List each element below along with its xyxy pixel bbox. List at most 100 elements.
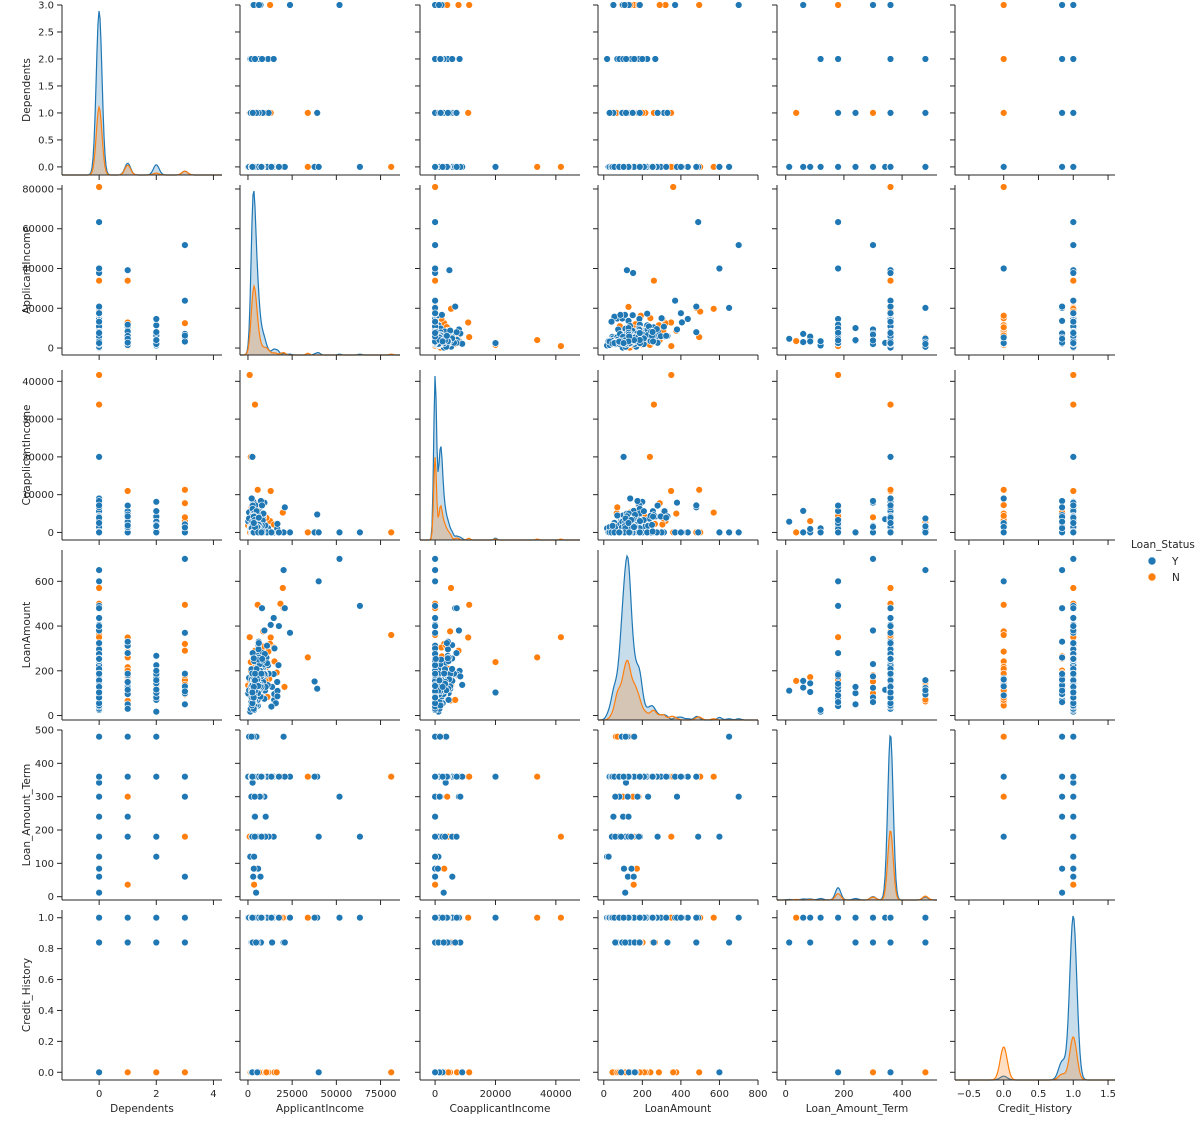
scatter-point — [886, 55, 895, 63]
scatter-point — [1069, 163, 1078, 171]
scatter-point — [437, 109, 445, 117]
scatter-point — [792, 337, 800, 345]
scatter-point — [799, 338, 807, 346]
scatter-point — [464, 318, 472, 327]
scatter-point — [660, 323, 668, 331]
scatter-point — [356, 163, 364, 171]
scatter-point — [335, 1, 344, 9]
scatter-point — [653, 109, 662, 117]
scatter-point — [95, 183, 103, 191]
panel-Dependents-vs-Loan_Amount_Term — [772, 1, 937, 180]
y-tick-label: 2.5 — [38, 27, 54, 38]
scatter-point — [431, 329, 439, 337]
scatter-point — [869, 241, 877, 249]
scatter-point — [636, 329, 644, 337]
scatter-point — [816, 337, 825, 345]
scatter-point — [455, 55, 464, 63]
scatter-point — [886, 109, 895, 117]
scatter-point — [1069, 109, 1078, 117]
scatter-point — [620, 1, 629, 9]
panel-ApplicantIncome-vs-LoanAmount — [593, 183, 759, 360]
scatter-point — [454, 1, 463, 9]
scatter-point — [694, 218, 702, 226]
scatter-point — [123, 338, 132, 347]
scatter-point — [799, 1, 807, 9]
scatter-point — [431, 241, 439, 249]
scatter-point — [623, 266, 631, 274]
scatter-point — [438, 163, 447, 171]
scatter-point — [816, 163, 825, 171]
scatter-point — [662, 332, 670, 340]
scatter-point — [628, 109, 637, 117]
scatter-point — [275, 163, 283, 171]
panel-Dependents-vs-Credit_History — [950, 1, 1115, 180]
scatter-point — [491, 163, 500, 171]
scatter-point — [533, 163, 541, 171]
scatter-point — [662, 163, 670, 171]
scatter-point — [267, 163, 276, 171]
scatter-point — [834, 55, 842, 63]
scatter-point — [648, 328, 657, 336]
scatter-point — [869, 109, 877, 117]
scatter-point — [869, 1, 877, 9]
scatter-point — [921, 304, 930, 312]
scatter-point — [453, 328, 461, 336]
scatter-point — [431, 183, 439, 191]
scatter-point — [123, 277, 132, 285]
scatter-point — [1069, 1, 1078, 9]
scatter-point — [181, 241, 189, 249]
scatter-point — [628, 311, 637, 319]
scatter-point — [181, 297, 189, 305]
y-tick-label: 3.0 — [38, 1, 54, 12]
scatter-point — [649, 337, 657, 346]
scatter-point — [695, 1, 703, 9]
scatter-point — [123, 321, 132, 329]
scatter-point — [445, 266, 454, 274]
scatter-point — [657, 314, 666, 322]
scatter-point — [607, 318, 616, 326]
scatter-point — [886, 1, 895, 9]
scatter-point — [709, 305, 718, 313]
scatter-point — [248, 163, 257, 171]
kde-line-N — [62, 104, 222, 176]
scatter-point — [692, 328, 700, 336]
scatter-point — [557, 342, 565, 350]
scatter-point — [715, 264, 724, 273]
scatter-point — [636, 1, 644, 9]
panel-Dependents-vs-CoapplicantIncome — [415, 1, 580, 180]
scatter-point — [734, 1, 743, 9]
scatter-point — [669, 183, 677, 191]
scatter-point — [431, 163, 439, 171]
scatter-point — [491, 339, 500, 347]
scatter-point — [921, 109, 930, 117]
scatter-point — [387, 163, 395, 171]
scatter-point — [152, 321, 161, 329]
scatter-point — [152, 315, 161, 323]
kde-fill-Y — [240, 191, 400, 355]
scatter-point — [725, 163, 733, 171]
scatter-point — [95, 277, 103, 285]
scatter-point — [453, 163, 461, 171]
scatter-point — [651, 55, 659, 63]
scatter-point — [806, 163, 814, 171]
scatter-point — [95, 339, 103, 347]
scatter-point — [851, 109, 860, 117]
panel-ApplicantIncome-vs-ApplicantIncome — [235, 185, 400, 360]
scatter-point — [636, 109, 644, 117]
y-tick-label: 0.0 — [38, 162, 54, 173]
scatter-point — [921, 163, 930, 171]
scatter-point — [152, 328, 161, 336]
y-tick-label: 0.5 — [38, 135, 54, 146]
scatter-point — [677, 309, 685, 317]
scatter-point — [452, 109, 461, 117]
scatter-point — [304, 109, 312, 117]
y-tick-label: 2.0 — [38, 54, 54, 65]
scatter-point — [313, 109, 321, 117]
scatter-point — [435, 1, 443, 9]
kde-fill-N — [62, 107, 222, 175]
scatter-point — [557, 163, 565, 171]
scatter-point — [444, 109, 452, 117]
scatter-point — [622, 55, 630, 63]
scatter-point — [834, 109, 842, 117]
scatter-point — [671, 1, 679, 9]
